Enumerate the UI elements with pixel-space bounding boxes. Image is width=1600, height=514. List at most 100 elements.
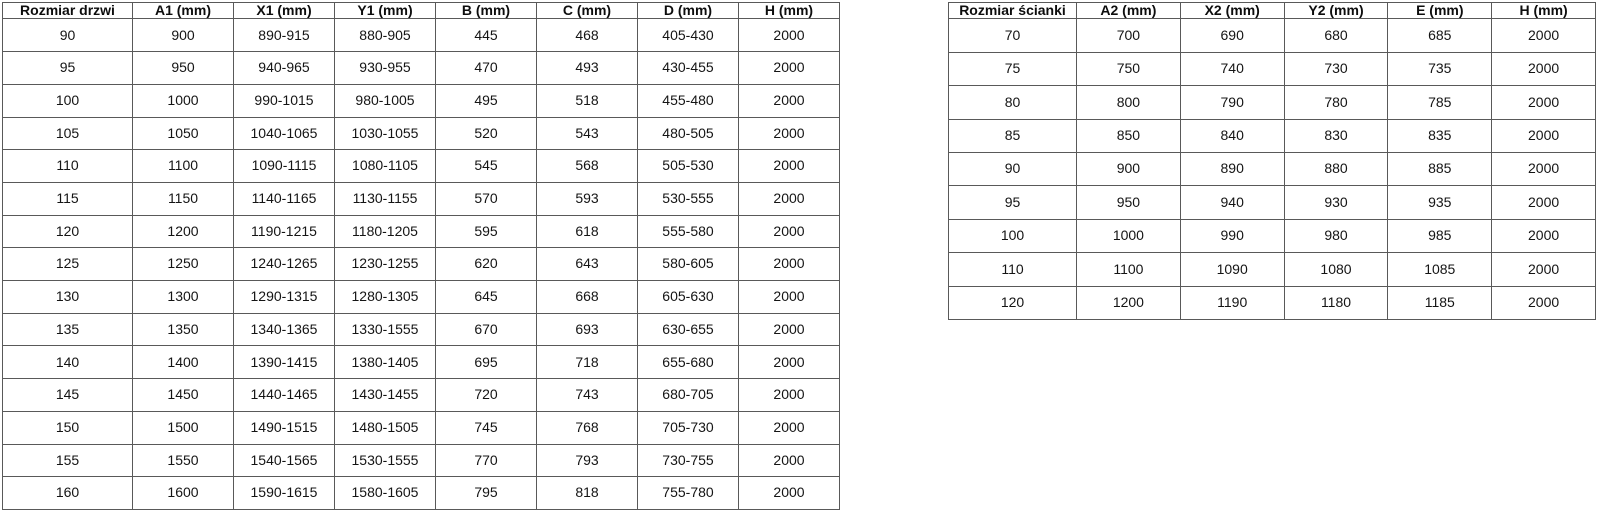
table-cell: 950 (1076, 185, 1181, 220)
table-cell: 1540-1565 (233, 443, 335, 478)
table-cell: 480-505 (637, 116, 739, 151)
table-cell: 1340-1365 (233, 312, 335, 347)
table-cell: 95 (948, 185, 1077, 220)
table-cell: 940 (1179, 185, 1285, 220)
table-row: 85 850 840 830 835 2000 (948, 118, 1596, 153)
table-cell: 155 (2, 443, 133, 478)
table-cell: 695 (435, 345, 537, 380)
table-cell: 1300 (132, 280, 234, 314)
table-cell: 445 (435, 18, 537, 53)
table-cell: 680 (1283, 18, 1389, 53)
table-cell: 110 (948, 252, 1077, 287)
header-cell: Rozmiar drzwi (2, 1, 133, 20)
table-row: 95 950 940-965 930-955 470 493 430-455 2000 (2, 51, 840, 85)
door-dimensions-table: Rozmiar drzwi A1 (mm) X1 (mm) Y1 (mm) B (mm)… (2, 1, 840, 510)
table-cell: 543 (536, 116, 638, 151)
table-cell: 2000 (738, 149, 840, 183)
table-cell: 160 (2, 476, 133, 510)
table-cell: 890 (1179, 151, 1285, 187)
table-cell: 750 (1076, 51, 1181, 87)
table-cell: 818 (536, 476, 638, 510)
table-cell: 568 (536, 149, 638, 183)
table-cell: 790 (1179, 85, 1285, 120)
table-cell: 2000 (738, 83, 840, 118)
table-cell: 100 (2, 83, 133, 118)
table-cell: 2000 (1491, 218, 1596, 254)
table-cell: 2000 (738, 280, 840, 314)
table-cell: 840 (1179, 118, 1285, 153)
table-cell: 120 (948, 285, 1077, 321)
table-cell: 980 (1283, 218, 1389, 254)
table-cell: 110 (2, 149, 133, 183)
table-cell: 1450 (132, 378, 234, 412)
table-cell: 670 (435, 312, 537, 347)
table-cell: 780 (1283, 85, 1389, 120)
table-cell: 620 (435, 247, 537, 282)
table-cell: 85 (948, 118, 1077, 153)
table-cell: 835 (1387, 118, 1493, 153)
table-row: 100 1000 990 980 985 2000 (948, 218, 1596, 254)
table-cell: 1200 (1076, 285, 1181, 321)
table-cell: 2000 (738, 247, 840, 282)
table-cell: 530-555 (637, 181, 739, 216)
table-row: 115 1150 1140-1165 1130-1155 570 593 530-555 20… (2, 181, 840, 216)
table-cell: 2000 (738, 476, 840, 510)
table-cell: 800 (1076, 85, 1181, 120)
table-cell: 785 (1387, 85, 1493, 120)
table-cell: 555-580 (637, 214, 739, 249)
table-cell: 1050 (132, 116, 234, 151)
table-cell: 2000 (1491, 285, 1596, 321)
header-cell: H (mm) (1491, 1, 1596, 20)
table-row: 100 1000 990-1015 980-1005 495 518 455-480 2000 (2, 83, 840, 118)
table-cell: 1590-1615 (233, 476, 335, 510)
table-cell: 1290-1315 (233, 280, 335, 314)
header-cell: C (mm) (536, 1, 638, 20)
table-cell: 850 (1076, 118, 1181, 153)
header-cell: Rozmiar ścianki (948, 1, 1077, 20)
table-cell: 593 (536, 181, 638, 216)
table-cell: 1480-1505 (334, 410, 436, 445)
header-cell: X2 (mm) (1179, 1, 1285, 20)
table-row: 95 950 940 930 935 2000 (948, 185, 1596, 220)
table-cell: 645 (435, 280, 537, 314)
table-cell: 470 (435, 51, 537, 85)
table-cell: 1090-1115 (233, 149, 335, 183)
table-cell: 1130-1155 (334, 181, 436, 216)
header-cell: A1 (mm) (132, 1, 234, 20)
table-row: 120 1200 1190 1180 1185 2000 (948, 285, 1596, 321)
table-cell: 668 (536, 280, 638, 314)
table-row: 145 1450 1440-1465 1430-1455 720 743 680-705 20… (2, 378, 840, 412)
table-cell: 793 (536, 443, 638, 478)
table-row: 90 900 890-915 880-905 445 468 405-430 2000 (2, 18, 840, 53)
table-cell: 693 (536, 312, 638, 347)
table-cell: 455-480 (637, 83, 739, 118)
table-cell: 880-905 (334, 18, 436, 53)
table-cell: 705-730 (637, 410, 739, 445)
table-cell: 990-1015 (233, 83, 335, 118)
table-cell: 2000 (738, 214, 840, 249)
table-cell: 1190 (1179, 285, 1285, 321)
table-cell: 100 (948, 218, 1077, 254)
table-cell: 685 (1387, 18, 1493, 53)
table-cell: 1000 (132, 83, 234, 118)
header-cell: X1 (mm) (233, 1, 335, 20)
table-cell: 745 (435, 410, 537, 445)
table-cell: 1380-1405 (334, 345, 436, 380)
header-cell: H (mm) (738, 1, 840, 20)
table-cell: 770 (435, 443, 537, 478)
table-row: 70 700 690 680 685 2000 (948, 18, 1596, 53)
table-cell: 930-955 (334, 51, 436, 85)
table-cell: 140 (2, 345, 133, 380)
table-cell: 730 (1283, 51, 1389, 87)
table-cell: 2000 (738, 312, 840, 347)
table-cell: 990 (1179, 218, 1285, 254)
table-cell: 1350 (132, 312, 234, 347)
table-cell: 2000 (738, 443, 840, 478)
table-row: 110 1100 1090-1115 1080-1105 545 568 505-530 20… (2, 149, 840, 183)
table-cell: 505-530 (637, 149, 739, 183)
table-cell: 1400 (132, 345, 234, 380)
table-cell: 2000 (1491, 18, 1596, 53)
header-cell: D (mm) (637, 1, 739, 20)
table-cell: 900 (1076, 151, 1181, 187)
table-cell: 2000 (738, 116, 840, 151)
